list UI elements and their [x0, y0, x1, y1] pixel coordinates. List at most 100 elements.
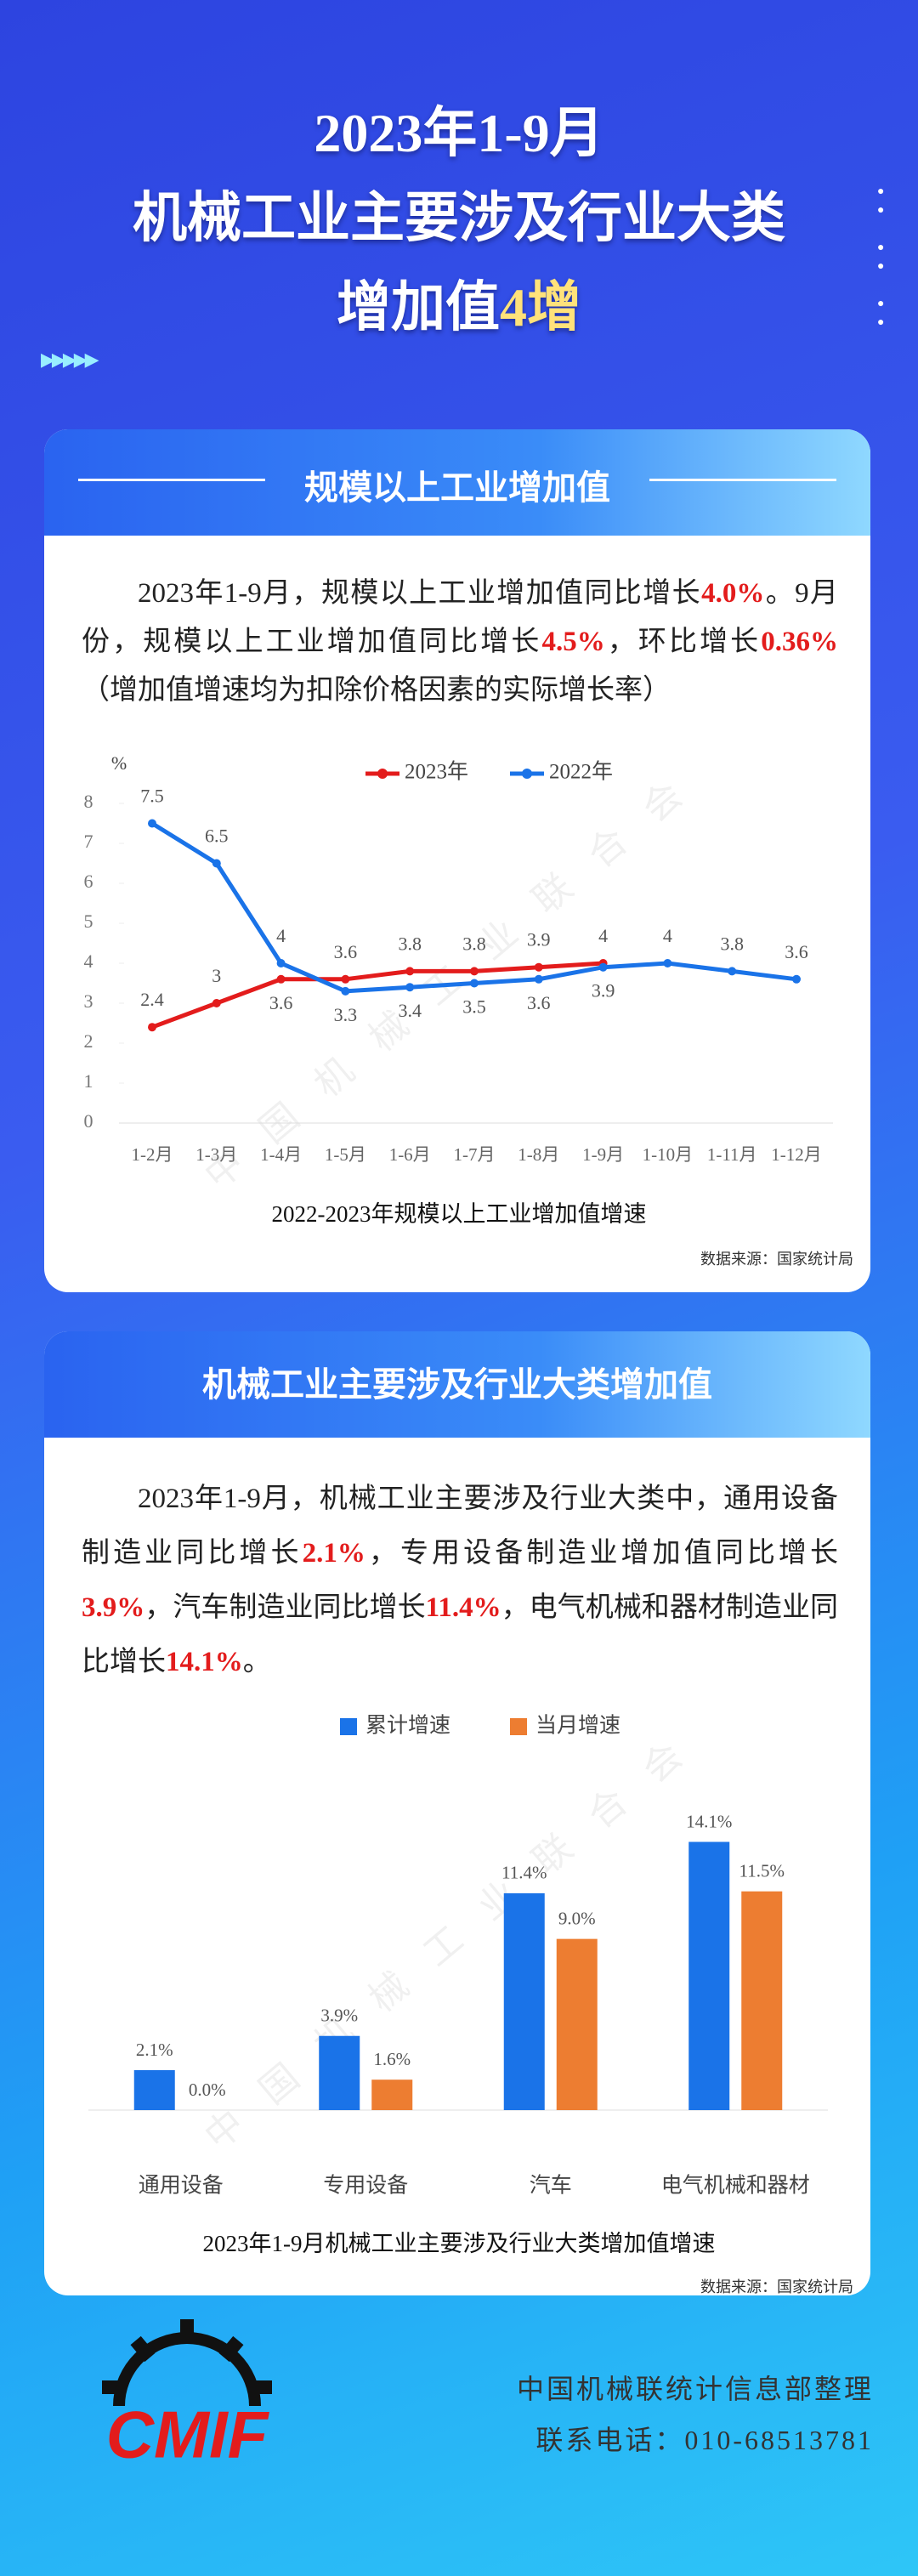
logo-text: CMIF	[106, 2397, 270, 2472]
point	[405, 967, 415, 976]
data-label: 3.8	[720, 933, 744, 954]
y-tick-label: 0	[84, 1110, 94, 1132]
bar	[133, 2070, 175, 2110]
chart-title: 2022-2023年规模以上工业增加值增速	[272, 1201, 647, 1227]
section-heading: 规模以上工业增加值	[304, 468, 610, 507]
x-tick-label: 电气机械和器材	[661, 2174, 810, 2198]
x-tick-label: 1-7月	[454, 1144, 496, 1165]
source: 数据来源：国家统计局	[700, 2278, 853, 2295]
data-label: 14.1%	[686, 1811, 732, 1831]
legend-label: 2023年	[405, 760, 468, 784]
data-label: 3.9	[527, 929, 551, 950]
text: 2023年1-9月，规模以上工业增加值同比增长	[138, 578, 702, 609]
text: （增加值增速均为扣除价格因素的实际增长率）	[82, 675, 671, 706]
data-label: 4	[276, 925, 286, 946]
legend-swatch	[340, 1718, 357, 1735]
x-tick-label: 专用设备	[323, 2174, 408, 2198]
data-label: 3.3	[334, 1004, 358, 1025]
x-tick-label: 汽车	[530, 2174, 572, 2198]
x-tick-label: 1-3月	[196, 1144, 237, 1165]
point	[792, 974, 801, 984]
bar	[556, 1938, 598, 2110]
text: 。9月份，规模以上工业增加值同比增长	[82, 578, 838, 657]
highlight: 0.36%	[761, 627, 839, 657]
x-tick-label: 1-12月	[771, 1144, 822, 1165]
point	[534, 962, 543, 972]
legend-label: 累计增速	[366, 1714, 450, 1738]
card-header	[44, 429, 870, 536]
point	[276, 974, 286, 984]
card: 机械工业主要涉及行业大类增加值 2023年1-9月，机械工业主要涉及行业大类中，…	[44, 1331, 870, 2295]
title-part: 增加值	[337, 277, 500, 338]
point	[212, 999, 221, 1007]
x-tick-label: 1-4月	[260, 1144, 302, 1165]
title-line: 2023年1-9月	[314, 103, 604, 163]
paragraph: 2023年1-9月，规模以上工业增加值同比增长4.0%。9月份，规模以上工业增加…	[82, 570, 838, 715]
data-label: 6.5	[205, 826, 229, 847]
text: 2023年1-9月，机械工业主要涉及行业大类中，通用设备制造业同比增长	[82, 1484, 838, 1569]
paragraph: 2023年1-9月，机械工业主要涉及行业大类中，通用设备制造业同比增长2.1%，…	[82, 1472, 838, 1689]
card-header	[44, 1331, 870, 1438]
y-tick-label: 4	[84, 950, 94, 972]
y-axis-label: %	[111, 752, 127, 774]
data-label: 3.8	[398, 933, 422, 954]
text: ，汽车制造业同比增长	[144, 1592, 426, 1623]
text: ，专用设备制造业增加值同比增长	[365, 1538, 839, 1569]
decor: ● ● ● ● ● ●	[877, 185, 885, 329]
point	[470, 967, 479, 976]
legend-swatch	[377, 769, 388, 779]
legend-swatch	[522, 769, 532, 779]
card: 规模以上工业增加值 2023年1-9月，规模以上工业增加值同比增长4.0%。9月…	[44, 429, 870, 1292]
legend-swatch	[510, 1718, 527, 1735]
logo: CMIF	[102, 2319, 272, 2472]
chart-title: 2023年1-9月机械工业主要涉及行业大类增加值增速	[203, 2231, 716, 2256]
point	[148, 1023, 156, 1032]
data-label: 3.6	[334, 941, 358, 962]
highlight: 2.1%	[302, 1538, 366, 1569]
point	[276, 959, 286, 967]
highlight: 3.9%	[82, 1592, 145, 1623]
point	[212, 859, 221, 868]
watermark: 中国机械工业联合会	[197, 752, 717, 1197]
highlight: 4.5%	[541, 627, 605, 657]
decor	[649, 479, 836, 481]
data-label: 3.9%	[320, 2006, 358, 2026]
decor: ▶▶▶▶▶	[41, 349, 99, 370]
data-label: 3	[212, 965, 221, 986]
point	[148, 819, 156, 828]
bar	[319, 2035, 360, 2110]
highlight: 11.4%	[425, 1592, 502, 1623]
data-label: 3.6	[527, 992, 551, 1013]
text: ，环比增长	[604, 627, 762, 657]
y-tick-label: 5	[84, 911, 94, 932]
series-line	[151, 961, 604, 1030]
title-line: 机械工业主要涉及行业大类	[133, 188, 785, 248]
data-label: 3.8	[462, 933, 486, 954]
point	[534, 974, 543, 984]
x-tick-label: 1-11月	[707, 1144, 757, 1165]
data-label: 0.0%	[189, 2080, 226, 2100]
bar	[371, 2080, 413, 2110]
point	[405, 983, 415, 992]
line-chart: 中国机械工业联合会% 0 1 2 3 4 5 6 7 8 1-2月 1-3月 1-4月 1-5月 1-6月 1…	[84, 752, 854, 1268]
section-heading: 机械工业主要涉及行业大类增加值	[202, 1365, 712, 1404]
data-label: 9.0%	[558, 1908, 596, 1928]
y-tick-label: 3	[84, 990, 94, 1012]
data-label: 4	[598, 925, 608, 946]
data-label: 11.4%	[502, 1863, 547, 1883]
data-label: 3.9	[592, 980, 615, 1001]
x-tick-label: 通用设备	[139, 2174, 224, 2198]
x-tick-label: 1-10月	[643, 1144, 694, 1165]
y-tick-label: 7	[84, 831, 94, 852]
point	[663, 959, 672, 967]
point	[598, 962, 608, 972]
point	[341, 986, 350, 996]
x-tick-label: 1-6月	[389, 1144, 431, 1165]
text: 。	[242, 1647, 271, 1677]
data-label: 11.5%	[740, 1861, 785, 1881]
highlight: 4.0%	[701, 578, 765, 609]
source: 数据来源：国家统计局	[700, 1251, 853, 1268]
point	[341, 974, 350, 984]
y-tick-label: 6	[84, 871, 94, 892]
